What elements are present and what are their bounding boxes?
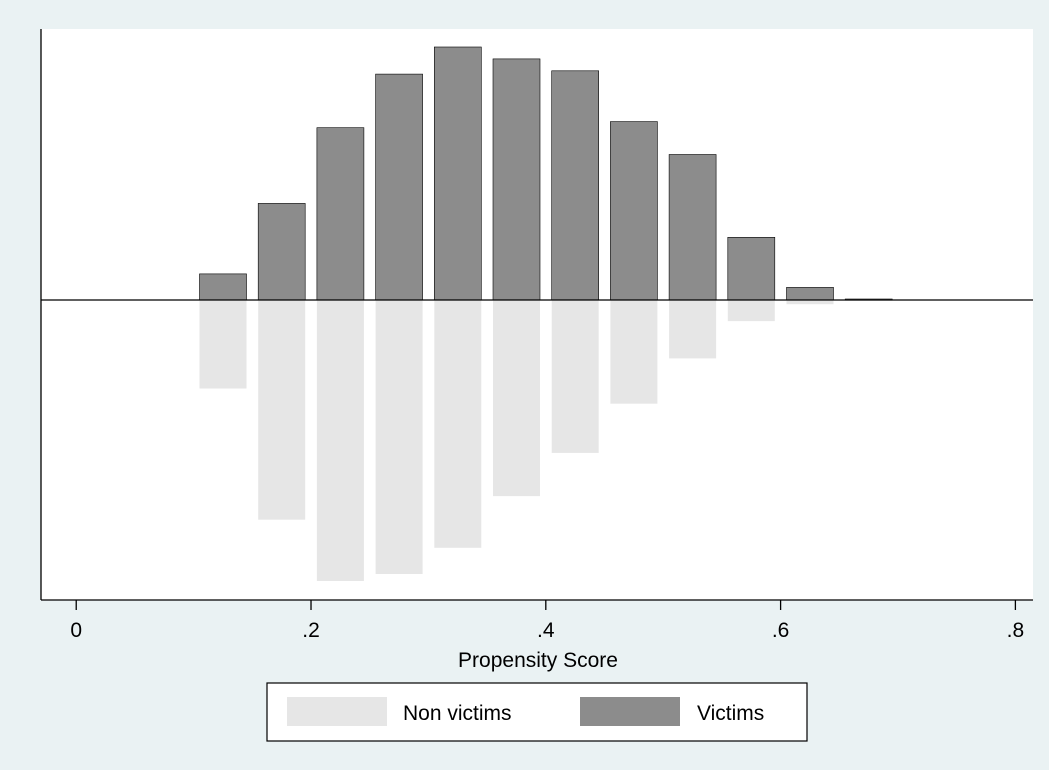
- x-tick-label-4: .8: [1007, 619, 1025, 642]
- bar-victims-8: [668, 154, 717, 301]
- bar-non-victims-9: [727, 300, 775, 322]
- legend-swatch-non-victims: [287, 697, 387, 726]
- bar-victims-4: [433, 46, 482, 301]
- x-tick-label-1: .2: [302, 619, 320, 642]
- bar-victims-1: [257, 203, 306, 301]
- bar-victims-7: [610, 121, 658, 301]
- bar-non-victims-10: [786, 300, 834, 305]
- legend-label-victims: Victims: [697, 702, 764, 725]
- bar-non-victims-2: [316, 300, 364, 581]
- bar-non-victims-4: [434, 300, 482, 548]
- x-tick-label-0: 0: [70, 619, 82, 642]
- bar-non-victims-5: [493, 300, 540, 497]
- x-ticks: 0 .2 .4 .6 .8: [70, 600, 1024, 642]
- x-tick-label-3: .6: [772, 619, 790, 642]
- bar-non-victims-6: [551, 300, 599, 453]
- bar-victims-2: [316, 127, 365, 301]
- x-axis-title: Propensity Score: [458, 649, 618, 672]
- legend-label-non-victims: Non victims: [403, 702, 512, 725]
- bar-non-victims-8: [669, 300, 717, 359]
- bar-non-victims-7: [610, 300, 658, 404]
- legend-swatch-victims: [580, 697, 680, 726]
- bar-victims-10: [786, 287, 834, 301]
- bar-victims-3: [375, 73, 423, 301]
- bar-non-victims-0: [199, 300, 247, 389]
- bar-non-victims-1: [258, 300, 306, 520]
- bar-victims-9: [727, 237, 776, 301]
- bars-layer: [199, 46, 893, 581]
- bar-victims-6: [551, 70, 600, 301]
- bar-non-victims-3: [375, 300, 423, 574]
- bar-victims-0: [199, 273, 247, 301]
- legend: Non victims Victims: [266, 682, 808, 742]
- bar-victims-5: [492, 58, 541, 301]
- x-tick-label-2: .4: [537, 619, 555, 642]
